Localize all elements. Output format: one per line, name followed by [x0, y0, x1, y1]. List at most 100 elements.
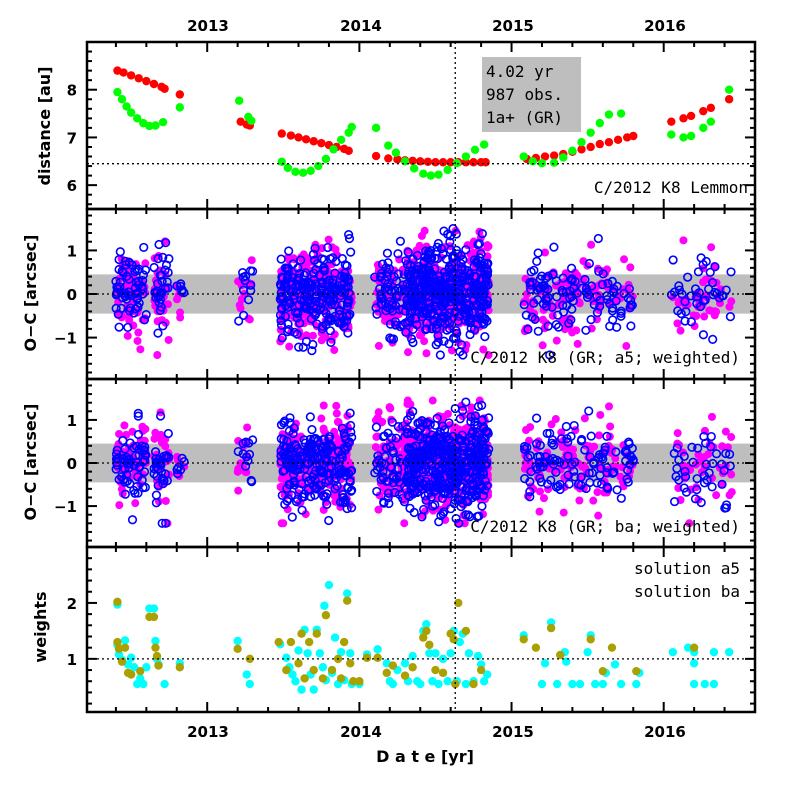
- data-point-solution-ba: [318, 674, 328, 683]
- data-point-dec: [379, 498, 389, 508]
- data-point-dec: [565, 293, 575, 303]
- data-point-dec: [530, 314, 540, 324]
- data-point-geocentric-distance: [234, 96, 244, 105]
- data-point-dec: [370, 272, 380, 282]
- data-point-dec: [461, 288, 472, 298]
- data-point-ra: [483, 243, 492, 252]
- data-point-dec: [717, 459, 727, 469]
- data-point-ra: [707, 243, 716, 252]
- data-point-dec: [482, 448, 492, 458]
- data-point-dec: [553, 322, 564, 332]
- data-point-dec: [626, 300, 636, 310]
- data-point-dec: [276, 254, 286, 264]
- data-point-dec: [303, 459, 313, 470]
- data-point-solution-a5: [610, 660, 620, 669]
- data-point-dec: [346, 503, 357, 513]
- data-point-dec: [339, 287, 350, 298]
- data-point-dec: [334, 309, 345, 320]
- data-point-solution-a5: [431, 649, 440, 658]
- y-tick-label: 0: [67, 455, 77, 473]
- data-point-geocentric-distance: [133, 114, 142, 123]
- data-point-dec: [446, 504, 456, 514]
- data-point-ra: [454, 519, 463, 528]
- data-point-dec: [115, 247, 125, 257]
- data-point-dec: [132, 265, 143, 275]
- data-point-dec: [430, 297, 441, 307]
- data-point-dec: [295, 318, 305, 328]
- data-point-dec: [696, 253, 706, 263]
- data-point-dec: [463, 510, 473, 520]
- x-tick-label-bottom: 2015: [492, 723, 534, 741]
- data-point-dec: [122, 271, 132, 281]
- data-point-dec: [595, 301, 605, 311]
- data-point-dec: [294, 342, 304, 352]
- data-point-dec: [287, 512, 297, 522]
- data-point-ra: [417, 231, 426, 240]
- data-point-dec: [439, 336, 449, 346]
- data-point-ra: [727, 470, 736, 479]
- data-point-dec: [533, 326, 543, 336]
- data-point-dec: [679, 483, 689, 493]
- data-point-dec: [616, 308, 626, 318]
- data-point-dec: [586, 315, 596, 325]
- x-tick-label-top: 2014: [340, 17, 382, 35]
- data-point-dec: [566, 275, 576, 285]
- data-point-dec: [297, 492, 307, 502]
- data-point-solution-ba: [294, 659, 303, 668]
- data-point-solution-ba: [336, 674, 346, 683]
- data-point-dec: [338, 493, 348, 503]
- data-point-dec: [132, 294, 142, 304]
- data-point-solution-ba: [154, 661, 163, 670]
- data-point-solution-ba: [438, 668, 448, 678]
- data-point-ra: [611, 454, 620, 463]
- data-point-ra: [679, 236, 688, 245]
- data-point-solution-a5: [330, 633, 340, 642]
- data-point-dec: [150, 287, 160, 298]
- data-point-dec: [405, 313, 415, 323]
- data-point-dec: [431, 485, 441, 495]
- data-point-geocentric-distance: [519, 152, 528, 161]
- data-point-dec: [519, 444, 530, 454]
- data-point-ra: [447, 346, 456, 355]
- data-point-dec: [325, 326, 335, 336]
- data-point-solution-ba: [136, 666, 145, 676]
- data-point-dec: [319, 263, 329, 273]
- data-point-dec: [580, 274, 590, 285]
- data-point-dec: [393, 249, 403, 259]
- data-point-dec: [609, 467, 619, 477]
- data-point-dec: [135, 462, 145, 472]
- data-point-dec: [175, 281, 185, 291]
- data-point-dec: [284, 246, 294, 256]
- data-point-ra: [374, 505, 383, 514]
- data-point-dec: [469, 420, 480, 430]
- data-point-dec: [297, 505, 307, 515]
- data-point-dec: [238, 438, 248, 449]
- data-point-ra: [626, 263, 635, 272]
- data-point-solution-a5: [297, 685, 306, 694]
- data-point-ra: [125, 316, 134, 325]
- data-point-ra: [725, 491, 734, 500]
- data-point-solution-ba: [233, 644, 242, 653]
- data-point-dec: [428, 466, 438, 476]
- data-point-dec: [321, 445, 332, 455]
- data-point-dec: [589, 459, 599, 469]
- data-point-ra: [560, 483, 569, 492]
- data-point-dec: [521, 310, 531, 320]
- data-point-ra: [236, 304, 245, 313]
- data-point-dec: [535, 440, 545, 450]
- data-point-solution-a5: [473, 651, 483, 661]
- data-point-dec: [131, 441, 142, 452]
- data-point-solution-ba: [274, 637, 283, 647]
- data-point-dec: [410, 457, 420, 467]
- y-tick-label: 0: [67, 286, 77, 304]
- data-point-solution-a5: [318, 663, 328, 672]
- data-point-dec: [724, 449, 735, 459]
- data-point-dec: [686, 317, 696, 327]
- data-point-dec: [277, 333, 287, 343]
- data-point-dec: [289, 423, 299, 433]
- data-point-dec: [479, 424, 489, 434]
- data-point-ra: [406, 400, 415, 409]
- data-point-dec: [346, 420, 356, 431]
- data-point-ra: [141, 259, 150, 268]
- data-point-ra: [332, 409, 341, 418]
